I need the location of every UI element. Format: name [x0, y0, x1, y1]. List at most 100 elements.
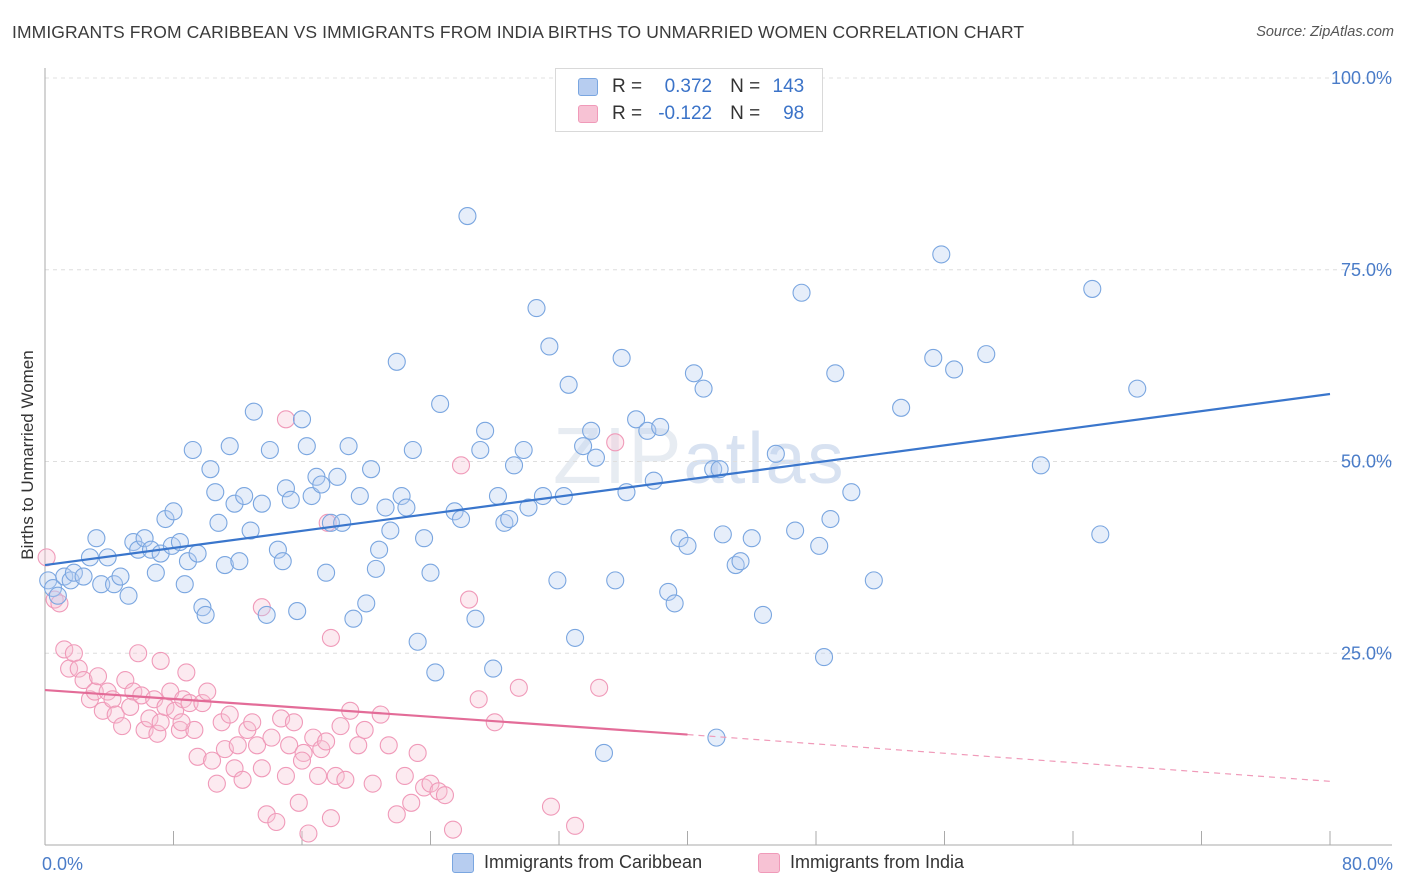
- data-point-india: [121, 697, 140, 716]
- data-point-caribbean: [710, 460, 729, 479]
- legend-item-caribbean[interactable]: Immigrants from Caribbean: [452, 852, 702, 873]
- data-point-caribbean: [403, 440, 422, 460]
- data-point-india: [326, 766, 345, 786]
- data-point-caribbean: [476, 421, 495, 440]
- data-point-caribbean: [201, 460, 220, 479]
- data-point-india: [64, 644, 83, 663]
- data-point-caribbean: [792, 283, 811, 302]
- data-point-caribbean: [281, 490, 300, 509]
- stats-row-india: R = -0.122 N = 98: [578, 101, 804, 127]
- data-point-caribbean: [644, 471, 663, 490]
- x-tick-label: 80.0%: [1342, 854, 1393, 874]
- chart-title: IMMIGRANTS FROM CARIBBEAN VS IMMIGRANTS …: [12, 22, 1025, 42]
- data-point-caribbean: [810, 536, 829, 555]
- n-value: 143: [772, 76, 805, 97]
- n-label: N =: [730, 76, 761, 97]
- r-value: 0.372: [664, 76, 713, 97]
- data-point-caribbean: [387, 352, 406, 371]
- r-label: R =: [612, 76, 643, 97]
- data-point-caribbean: [945, 360, 964, 379]
- data-point-india: [379, 736, 398, 755]
- data-point-caribbean: [458, 207, 477, 226]
- data-point-caribbean: [826, 364, 845, 383]
- data-point-caribbean: [426, 663, 445, 682]
- data-point-india: [408, 743, 427, 763]
- y-tick-label: 25.0%: [1341, 643, 1392, 663]
- caribbean-points: [39, 207, 1147, 763]
- data-point-india: [243, 713, 262, 732]
- data-point-caribbean: [297, 437, 316, 456]
- data-point-caribbean: [135, 529, 154, 548]
- data-point-india: [590, 678, 609, 697]
- data-point-caribbean: [466, 609, 485, 628]
- data-point-caribbean: [713, 525, 732, 544]
- data-point-caribbean: [471, 440, 490, 460]
- data-point-india: [170, 720, 189, 740]
- data-point-india: [247, 736, 267, 755]
- data-point-india: [257, 805, 276, 824]
- stats-legend: R = 0.372 N = 143 R = -0.122 N = 98: [555, 68, 823, 132]
- data-point-india: [292, 751, 312, 770]
- axes: [44, 68, 1392, 846]
- data-point-caribbean: [344, 609, 363, 628]
- data-point-caribbean: [500, 509, 519, 529]
- data-point-caribbean: [357, 594, 376, 613]
- data-point-caribbean: [659, 582, 678, 601]
- grid-lines: [45, 77, 1392, 654]
- trend-lines: [44, 392, 1331, 782]
- trend-line-india-extension: [687, 733, 1331, 782]
- data-point-caribbean: [273, 552, 292, 571]
- data-point-caribbean: [292, 410, 312, 429]
- data-point-caribbean: [175, 575, 194, 594]
- data-point-caribbean: [111, 567, 130, 586]
- data-point-caribbean: [574, 437, 593, 456]
- data-point-india: [177, 663, 196, 682]
- data-point-caribbean: [540, 337, 559, 356]
- data-point-caribbean: [366, 559, 385, 578]
- data-point-caribbean: [704, 460, 723, 479]
- legend-item-india[interactable]: Immigrants from India: [758, 852, 964, 873]
- data-point-caribbean: [215, 555, 234, 575]
- data-point-caribbean: [244, 402, 263, 421]
- caribbean-swatch: [452, 852, 474, 873]
- caribbean-swatch: [578, 78, 598, 96]
- data-point-caribbean: [408, 632, 427, 651]
- data-point-caribbean: [665, 594, 684, 613]
- data-point-caribbean: [842, 483, 861, 502]
- data-point-caribbean: [504, 456, 524, 475]
- n-value: 98: [783, 103, 805, 124]
- data-point-india: [74, 671, 93, 690]
- data-point-caribbean: [421, 563, 440, 582]
- data-point-caribbean: [333, 513, 352, 532]
- data-point-caribbean: [519, 498, 538, 517]
- data-point-india: [509, 678, 528, 697]
- data-point-india: [140, 709, 159, 728]
- data-point-caribbean: [146, 563, 165, 582]
- data-point-india: [69, 659, 88, 678]
- data-point-india: [284, 713, 304, 732]
- data-point-caribbean: [431, 394, 450, 414]
- data-point-caribbean: [74, 567, 93, 586]
- data-point-india: [262, 728, 281, 747]
- data-point-caribbean: [892, 398, 911, 417]
- data-point-caribbean: [864, 571, 883, 590]
- data-point-india: [402, 793, 421, 812]
- data-point-india: [355, 720, 374, 740]
- data-point-india: [188, 747, 207, 766]
- data-point-caribbean: [814, 648, 834, 667]
- data-point-caribbean: [209, 513, 228, 532]
- data-point-caribbean: [317, 563, 336, 582]
- data-point-caribbean: [1128, 379, 1147, 398]
- data-point-caribbean: [183, 440, 202, 460]
- data-point-india: [50, 594, 69, 613]
- data-point-india: [233, 770, 252, 789]
- data-point-caribbean: [924, 348, 943, 368]
- data-point-india: [193, 694, 212, 713]
- data-point-india: [276, 766, 295, 786]
- data-point-caribbean: [1031, 456, 1050, 475]
- data-point-caribbean: [742, 529, 761, 548]
- data-point-india: [451, 456, 471, 475]
- tick-labels: 25.0% 50.0% 75.0% 100.0% 0.0% 80.0%: [42, 68, 1393, 874]
- x-tick-label: 0.0%: [42, 854, 83, 874]
- legend-label-caribbean: Immigrants from Caribbean: [484, 852, 703, 872]
